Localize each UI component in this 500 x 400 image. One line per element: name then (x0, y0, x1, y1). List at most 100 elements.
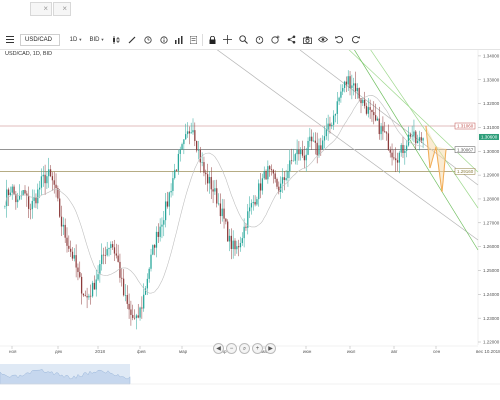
candle-body (221, 208, 223, 217)
price-type-label: BID (89, 36, 100, 43)
candle-body (407, 134, 410, 146)
alarm-add-icon[interactable] (267, 32, 283, 48)
candle-body (378, 118, 380, 135)
candle-body (168, 192, 170, 207)
candle-body (296, 149, 298, 155)
candle-body (55, 184, 57, 189)
price-type-select[interactable]: BID ▼ (86, 32, 108, 48)
trend-line[interactable] (352, 50, 479, 251)
candle-body (164, 201, 167, 221)
zoom-out-button[interactable]: − (226, 343, 237, 354)
candle-body (190, 132, 192, 134)
candle-body (360, 98, 362, 104)
candle-body (289, 160, 291, 172)
candle-body (393, 157, 395, 159)
timeframe-select[interactable]: 1D ▼ (66, 32, 86, 48)
candle-body (301, 149, 304, 156)
candle-body (371, 109, 373, 113)
close-icon[interactable]: × (62, 4, 67, 13)
pencil-icon[interactable] (124, 32, 140, 48)
candle-body (135, 315, 138, 319)
candle-body (48, 169, 50, 177)
candle-body (219, 203, 222, 217)
candle-body (420, 137, 422, 141)
info-icon[interactable] (156, 32, 172, 48)
undo-icon[interactable] (331, 32, 347, 48)
clock-icon[interactable] (140, 32, 156, 48)
candle-body (99, 264, 101, 275)
candle-body (340, 91, 342, 98)
candle-body (214, 188, 216, 192)
y-tick-label: 1.33000 (483, 77, 500, 82)
price-chart[interactable]: USD/CAD, 1D, BID 1.340001.330001.320001.… (0, 50, 500, 400)
zoom-in-button[interactable]: + (252, 343, 263, 354)
candle-body (86, 296, 88, 298)
candle-body (269, 166, 271, 170)
share-icon[interactable] (283, 32, 299, 48)
candle-body (353, 83, 355, 86)
x-axis: ноядек2018февмарапрмайиюниюлавгсенвес 10… (0, 345, 500, 354)
candle-body (358, 88, 360, 99)
candle-body (33, 197, 35, 201)
candle-body (137, 315, 139, 318)
candle-body (274, 173, 276, 179)
menu-icon[interactable] (3, 32, 17, 48)
alarm-icon[interactable] (251, 32, 267, 48)
candle-body (256, 199, 258, 205)
candle-body (144, 288, 147, 295)
trend-line[interactable] (212, 50, 479, 241)
last-price-badge (479, 133, 499, 140)
candle-body (163, 220, 165, 225)
camera-icon[interactable] (299, 32, 315, 48)
scroll-left-button[interactable]: ◀ (213, 343, 224, 354)
tab[interactable]: × (53, 2, 71, 16)
symbol-input[interactable]: USD/CAD (20, 33, 60, 46)
x-tick-label: июн (303, 349, 312, 354)
scroll-right-button[interactable]: ▶ (265, 343, 276, 354)
bar-chart-icon[interactable] (172, 32, 186, 48)
candle-body (380, 126, 382, 135)
redo-icon[interactable] (347, 32, 363, 48)
trend-line[interactable] (368, 50, 479, 209)
candle-body (311, 136, 313, 142)
candle-body (75, 255, 77, 268)
candle-body (113, 247, 116, 254)
lock-icon[interactable] (205, 32, 219, 48)
trend-line[interactable] (299, 50, 479, 186)
crosshair-icon[interactable] (219, 32, 235, 48)
candle-body (201, 162, 203, 163)
candle-body (93, 282, 96, 290)
close-icon[interactable]: × (43, 4, 48, 13)
candle-body (9, 192, 12, 195)
pattern-line[interactable] (425, 125, 447, 192)
candle-body (322, 140, 324, 150)
candle-body (44, 174, 46, 184)
candle-body (4, 206, 6, 207)
candle-body (205, 172, 207, 175)
candle-body (170, 190, 172, 193)
price-tag (454, 146, 476, 153)
candle-body (192, 130, 194, 133)
candle-body (402, 145, 404, 153)
price-tags: 1.31060 1.30067 1.29160 1.30600 (454, 122, 499, 175)
candle-body (38, 187, 41, 190)
eye-icon[interactable] (315, 32, 331, 48)
candle-body (210, 176, 212, 190)
candle-body (329, 123, 331, 127)
candle-body (31, 200, 33, 210)
candle-body (15, 194, 17, 203)
candles-icon[interactable] (108, 32, 124, 48)
tab[interactable]: × (30, 2, 52, 16)
candle-body (422, 138, 424, 141)
list-icon[interactable] (186, 32, 200, 48)
toolbar: USD/CAD 1D ▼ BID ▼ (0, 30, 500, 50)
candle-body (97, 274, 99, 280)
zoom-icon[interactable] (235, 32, 251, 48)
candle-body (389, 149, 391, 153)
navigator[interactable] (0, 363, 500, 385)
candle-body (157, 231, 159, 237)
candle-body (143, 294, 145, 309)
horizontal-levels (0, 125, 455, 172)
zoom-reset-button[interactable]: ⌕ (239, 343, 250, 354)
pattern-triangle (426, 126, 436, 168)
